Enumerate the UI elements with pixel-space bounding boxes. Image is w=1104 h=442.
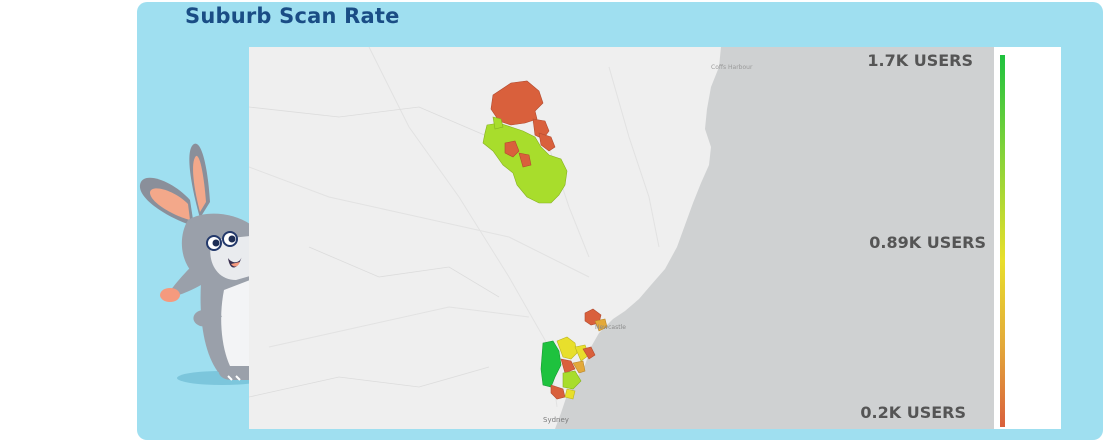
- suburb-region-low[interactable]: [560, 358, 576, 374]
- card-title: Suburb Scan Rate: [185, 4, 400, 28]
- legend-color-scale: [1000, 55, 1005, 427]
- suburb-region-mid[interactable]: [572, 360, 586, 374]
- suburb-region-low[interactable]: [550, 384, 566, 400]
- suburb-region-mid[interactable]: [556, 336, 578, 360]
- suburb-cluster-newcastle[interactable]: [584, 308, 608, 332]
- suburb-region-low[interactable]: [538, 132, 556, 152]
- suburb-region-low[interactable]: [504, 140, 520, 158]
- suburb-region-mid-high[interactable]: [562, 370, 582, 390]
- place-label-sydney: Sydney: [543, 416, 569, 424]
- suburb-region-mid[interactable]: [594, 318, 608, 332]
- suburb-region-low[interactable]: [582, 346, 596, 360]
- ocean-area: [555, 47, 994, 429]
- nsw-map[interactable]: Coffs Harbour Newcastle Sydney: [249, 47, 994, 429]
- suburb-region-mid-high[interactable]: [492, 116, 504, 130]
- map-panel[interactable]: Coffs Harbour Newcastle Sydney: [249, 47, 1061, 429]
- suburb-cluster-sydney[interactable]: [540, 336, 596, 400]
- place-label-coffs: Coffs Harbour: [711, 64, 753, 71]
- suburb-region-mid[interactable]: [564, 388, 576, 400]
- legend-max-label: 1.7K USERS: [867, 51, 973, 70]
- legend-mid-label: 0.89K USERS: [869, 233, 986, 252]
- suburb-region-high[interactable]: [540, 340, 562, 388]
- suburb-region-low[interactable]: [532, 118, 550, 140]
- place-label-newcastle: Newcastle: [595, 324, 626, 331]
- suburb-region-low[interactable]: [518, 152, 532, 168]
- boundary-lines: [249, 106, 500, 398]
- bandicoot-mascot-icon: [139, 143, 262, 385]
- suburb-cluster-north[interactable]: [482, 80, 568, 204]
- legend-min-label: 0.2K USERS: [860, 403, 966, 422]
